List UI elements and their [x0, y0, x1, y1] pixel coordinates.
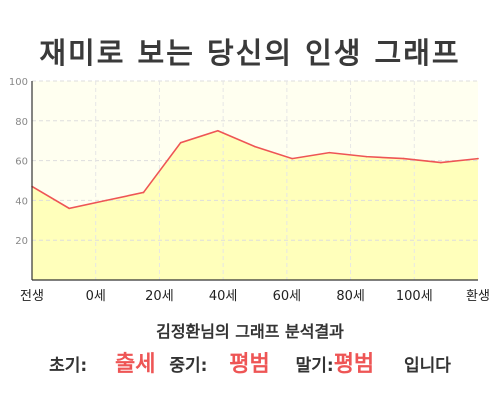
data-point [142, 191, 145, 194]
x-tick-label: 100세 [396, 289, 433, 304]
data-point [365, 155, 368, 158]
data-point [402, 157, 405, 160]
x-tick-label: 전생 [20, 289, 44, 304]
data-point [217, 129, 219, 132]
middle-life-label: 중기: [169, 356, 208, 376]
data-point [254, 145, 256, 148]
analysis-result-line: 초기: 출세 중기: 평범 말기:평범 입니다 [0, 346, 500, 378]
data-point [291, 157, 293, 160]
y-tick-label: 60 [15, 157, 28, 168]
data-point [179, 141, 182, 144]
late-life-value: 평범 [333, 352, 375, 377]
data-point [105, 199, 108, 202]
y-tick-label: 20 [15, 236, 28, 247]
series-area [32, 130, 478, 280]
data-point [477, 157, 479, 160]
late-life-label: 말기: [295, 356, 334, 376]
middle-life-value: 평범 [229, 352, 270, 377]
y-tick-label: 80 [15, 117, 28, 128]
analysis-heading: 김정환님의 그래프 분석결과 [156, 322, 344, 341]
y-tick-label: 100 [9, 77, 28, 88]
chart-title: 재미로 보는 당신의 인생 그래프 [39, 36, 461, 70]
result-suffix: 입니다 [404, 356, 451, 376]
x-tick-label: 60세 [273, 289, 302, 304]
data-point [68, 207, 70, 210]
x-tick-label: 80세 [336, 289, 365, 304]
x-tick-label: 0세 [86, 289, 106, 304]
x-tick-label: 환생 [466, 289, 490, 304]
early-life-value: 출세 [115, 352, 156, 377]
y-tick-label: 40 [15, 196, 28, 207]
data-point [440, 161, 442, 164]
data-point [328, 151, 331, 154]
life-chart: 20 40 60 80 100 전생 0세 20세 40세 60세 80세 100세 환생 [9, 77, 490, 304]
x-tick-label: 20세 [145, 289, 174, 304]
early-life-label: 초기: [49, 356, 88, 376]
x-tick-label: 40세 [209, 289, 238, 304]
